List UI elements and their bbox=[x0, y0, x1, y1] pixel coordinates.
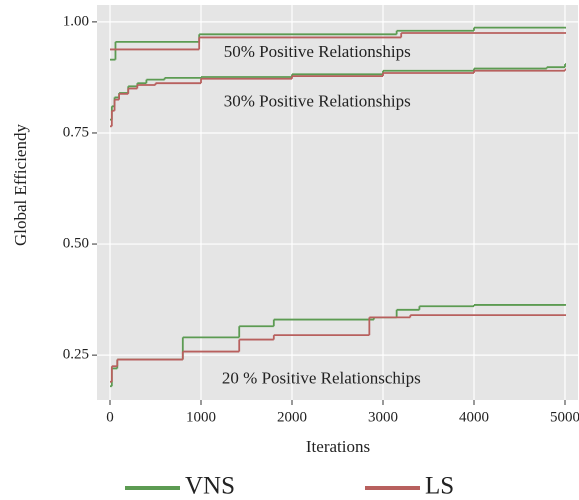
y-tick-label: 0.25 bbox=[63, 347, 89, 363]
legend-label: VNS bbox=[185, 473, 235, 500]
y-tick-label: 0.75 bbox=[63, 124, 89, 140]
y-tick-label: 0.50 bbox=[63, 235, 89, 251]
annotation: 30% Positive Relationships bbox=[224, 92, 411, 111]
y-axis-label: Global Efficiendy bbox=[11, 124, 30, 246]
annotation: 50% Positive Relationships bbox=[224, 42, 411, 61]
x-tick-label: 4000 bbox=[459, 409, 489, 425]
legend-label: LS bbox=[425, 473, 454, 500]
x-tick-label: 3000 bbox=[368, 409, 398, 425]
x-tick-label: 2000 bbox=[277, 409, 307, 425]
x-tick-label: 1000 bbox=[186, 409, 216, 425]
annotation: 20 % Positive Relationschips bbox=[222, 368, 421, 387]
x-axis-label: Iterations bbox=[306, 437, 370, 456]
y-tick-label: 1.00 bbox=[63, 13, 89, 29]
x-tick-label: 5000 bbox=[550, 409, 579, 425]
x-tick-label: 0 bbox=[106, 409, 114, 425]
plot-background bbox=[97, 5, 578, 400]
